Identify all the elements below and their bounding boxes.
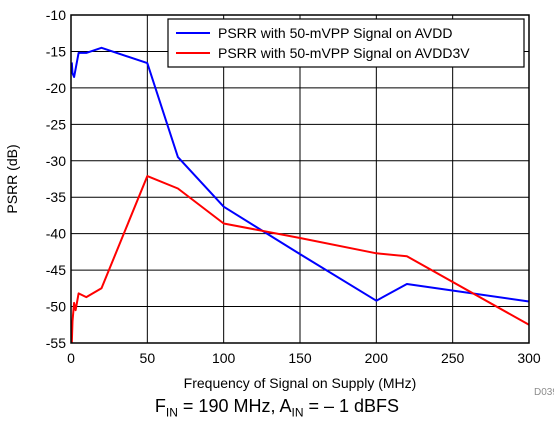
y-axis-label: PSRR (dB) bbox=[4, 144, 20, 213]
x-tick-label: 300 bbox=[517, 350, 541, 366]
caption-f-value: = 190 MHz, bbox=[177, 396, 280, 416]
caption-a-value: = – 1 dBFS bbox=[303, 396, 400, 416]
legend-label-avdd3v: PSRR with 50-mVPP Signal on AVDD3V bbox=[218, 45, 470, 61]
y-tick-label: -40 bbox=[46, 226, 66, 242]
y-tick-label: -35 bbox=[46, 189, 66, 205]
caption-a: A bbox=[279, 396, 292, 416]
plot-frame bbox=[70, 14, 530, 344]
series-line-avdd bbox=[70, 46, 530, 303]
y-tick-label: -25 bbox=[46, 116, 66, 132]
y-tick-label: -20 bbox=[46, 80, 66, 96]
y-tick-label: -50 bbox=[46, 299, 66, 315]
x-tick-label: 250 bbox=[441, 350, 465, 366]
x-tick-label: 150 bbox=[288, 350, 312, 366]
x-tick-label: 50 bbox=[140, 350, 156, 366]
caption-f-sub: IN bbox=[165, 405, 178, 420]
legend: PSRR with 50-mVPP Signal on AVDD PSRR wi… bbox=[167, 18, 525, 68]
tick-labels: 0 50 100 150 200 250 300 -10 -15 -20 -25 -30 -35 -40 -… bbox=[46, 7, 541, 366]
y-tick-label: -30 bbox=[46, 153, 66, 169]
x-tick-label: 0 bbox=[67, 350, 75, 366]
y-tick-label: -15 bbox=[46, 43, 66, 59]
caption-f: F bbox=[154, 396, 166, 416]
y-tick-label: -10 bbox=[46, 7, 66, 23]
legend-box bbox=[167, 18, 525, 68]
x-tick-label: 200 bbox=[365, 350, 389, 366]
legend-label-avdd: PSRR with 50-mVPP Signal on AVDD bbox=[218, 25, 452, 41]
y-tick-label: -45 bbox=[46, 262, 66, 278]
series-line-avdd3v bbox=[70, 175, 530, 344]
x-tick-label: 100 bbox=[212, 350, 236, 366]
y-tick-label: -55 bbox=[46, 335, 66, 351]
chart-caption: FIN = 190 MHz, AIN = – 1 dBFS bbox=[0, 396, 554, 420]
x-axis-label: Frequency of Signal on Supply (MHz) bbox=[184, 375, 417, 391]
series-lines bbox=[70, 46, 530, 344]
caption-a-sub: IN bbox=[291, 405, 304, 420]
figure-code: D039 bbox=[534, 387, 554, 398]
